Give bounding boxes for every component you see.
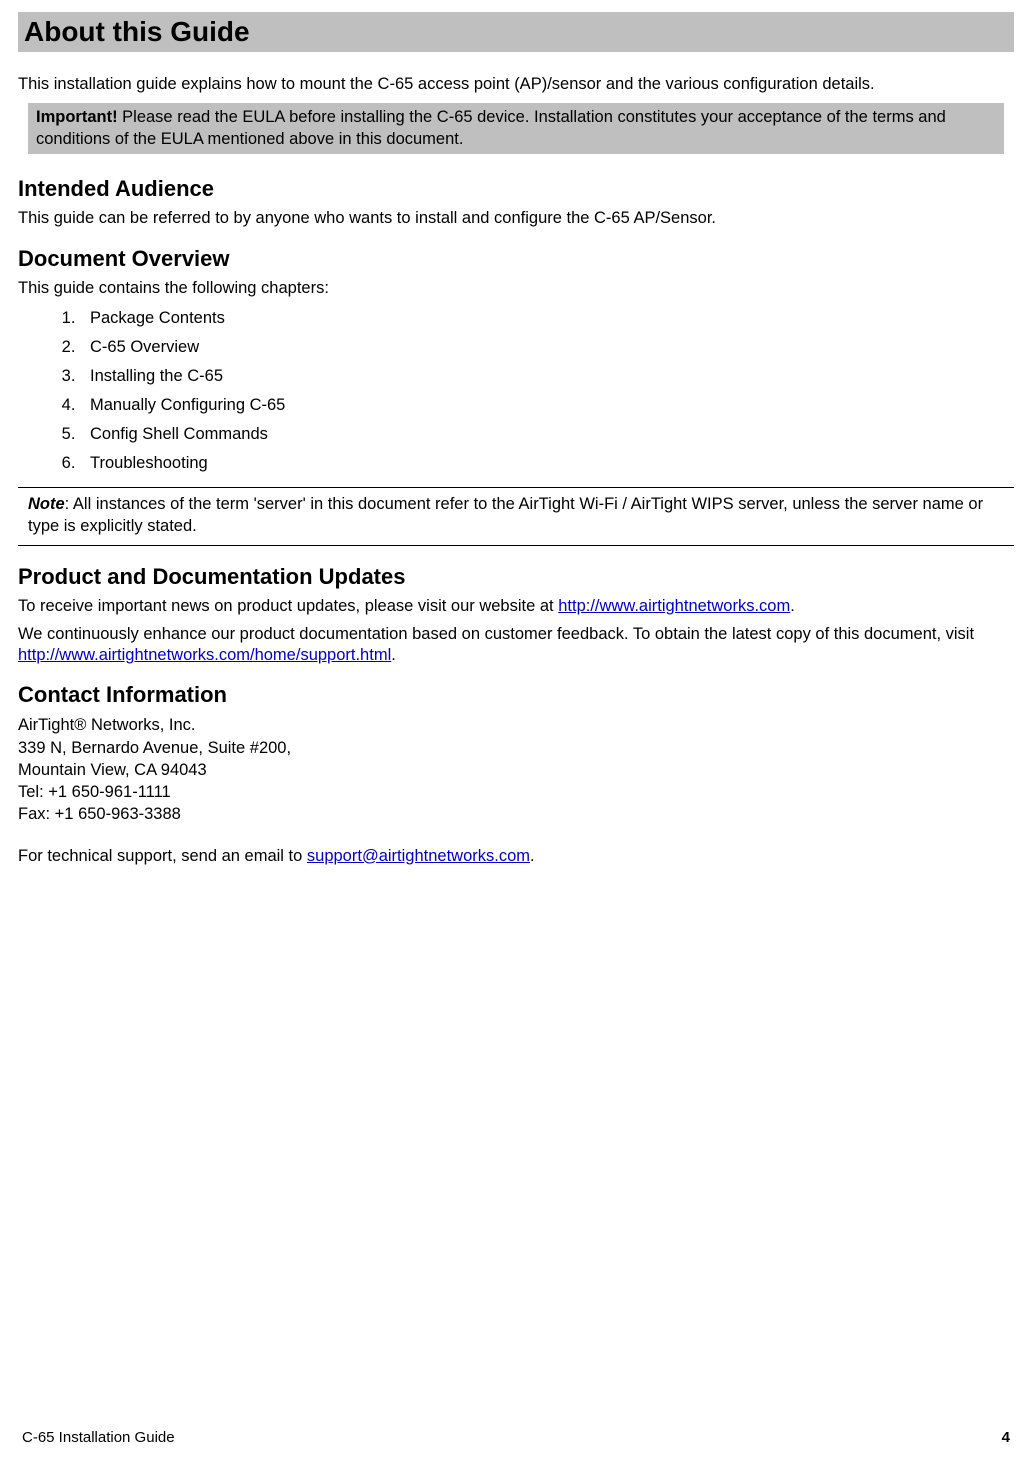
page-title-bar: About this Guide xyxy=(18,12,1014,52)
updates-heading: Product and Documentation Updates xyxy=(18,564,1014,590)
contact-block: AirTight® Networks, Inc. 339 N, Bernardo… xyxy=(18,714,1014,825)
document-overview-lead: This guide contains the following chapte… xyxy=(18,278,1014,299)
support-pre: For technical support, send an email to xyxy=(18,847,307,865)
important-callout: Important! Please read the EULA before i… xyxy=(28,103,1004,154)
chapter-item: Installing the C-65 xyxy=(80,367,1014,386)
chapter-item: Package Contents xyxy=(80,309,1014,328)
support-email-link[interactable]: support@airtightnetworks.com xyxy=(307,847,530,865)
note-callout: Note: All instances of the term 'server'… xyxy=(18,487,1014,546)
footer-doc-title: C-65 Installation Guide xyxy=(22,1429,175,1446)
updates-line2-pre: We continuously enhance our product docu… xyxy=(18,625,974,643)
important-label: Important! xyxy=(36,108,118,126)
note-label: Note xyxy=(28,495,65,513)
intended-audience-heading: Intended Audience xyxy=(18,176,1014,202)
chapter-item: Manually Configuring C-65 xyxy=(80,396,1014,415)
page-title: About this Guide xyxy=(24,16,1008,48)
updates-link-1[interactable]: http://www.airtightnetworks.com xyxy=(558,597,790,615)
important-text: Please read the EULA before installing t… xyxy=(36,108,946,147)
updates-line2: We continuously enhance our product docu… xyxy=(18,624,1014,667)
tech-support-line: For technical support, send an email to … xyxy=(18,846,1014,867)
contact-fax: Fax: +1 650-963-3388 xyxy=(18,803,1014,825)
note-text: : All instances of the term 'server' in … xyxy=(28,495,983,534)
updates-link-2[interactable]: http://www.airtightnetworks.com/home/sup… xyxy=(18,646,391,664)
updates-line1-post: . xyxy=(790,597,795,615)
contact-heading: Contact Information xyxy=(18,682,1014,708)
contact-address1: 339 N, Bernardo Avenue, Suite #200, xyxy=(18,737,1014,759)
intro-paragraph: This installation guide explains how to … xyxy=(18,74,1014,95)
intended-audience-body: This guide can be referred to by anyone … xyxy=(18,208,1014,229)
document-overview-heading: Document Overview xyxy=(18,246,1014,272)
chapter-item: C-65 Overview xyxy=(80,338,1014,357)
contact-tel: Tel: +1 650-961-1111 xyxy=(18,781,1014,803)
updates-line1: To receive important news on product upd… xyxy=(18,596,1014,617)
chapter-item: Troubleshooting xyxy=(80,454,1014,473)
footer-page-number: 4 xyxy=(1002,1429,1010,1446)
support-post: . xyxy=(530,847,535,865)
contact-address2: Mountain View, CA 94043 xyxy=(18,759,1014,781)
updates-line2-post: . xyxy=(391,646,396,664)
page-footer: C-65 Installation Guide 4 xyxy=(22,1429,1010,1446)
chapter-item: Config Shell Commands xyxy=(80,425,1014,444)
contact-company: AirTight® Networks, Inc. xyxy=(18,714,1014,736)
chapter-list: Package Contents C-65 Overview Installin… xyxy=(18,309,1014,473)
updates-line1-pre: To receive important news on product upd… xyxy=(18,597,558,615)
